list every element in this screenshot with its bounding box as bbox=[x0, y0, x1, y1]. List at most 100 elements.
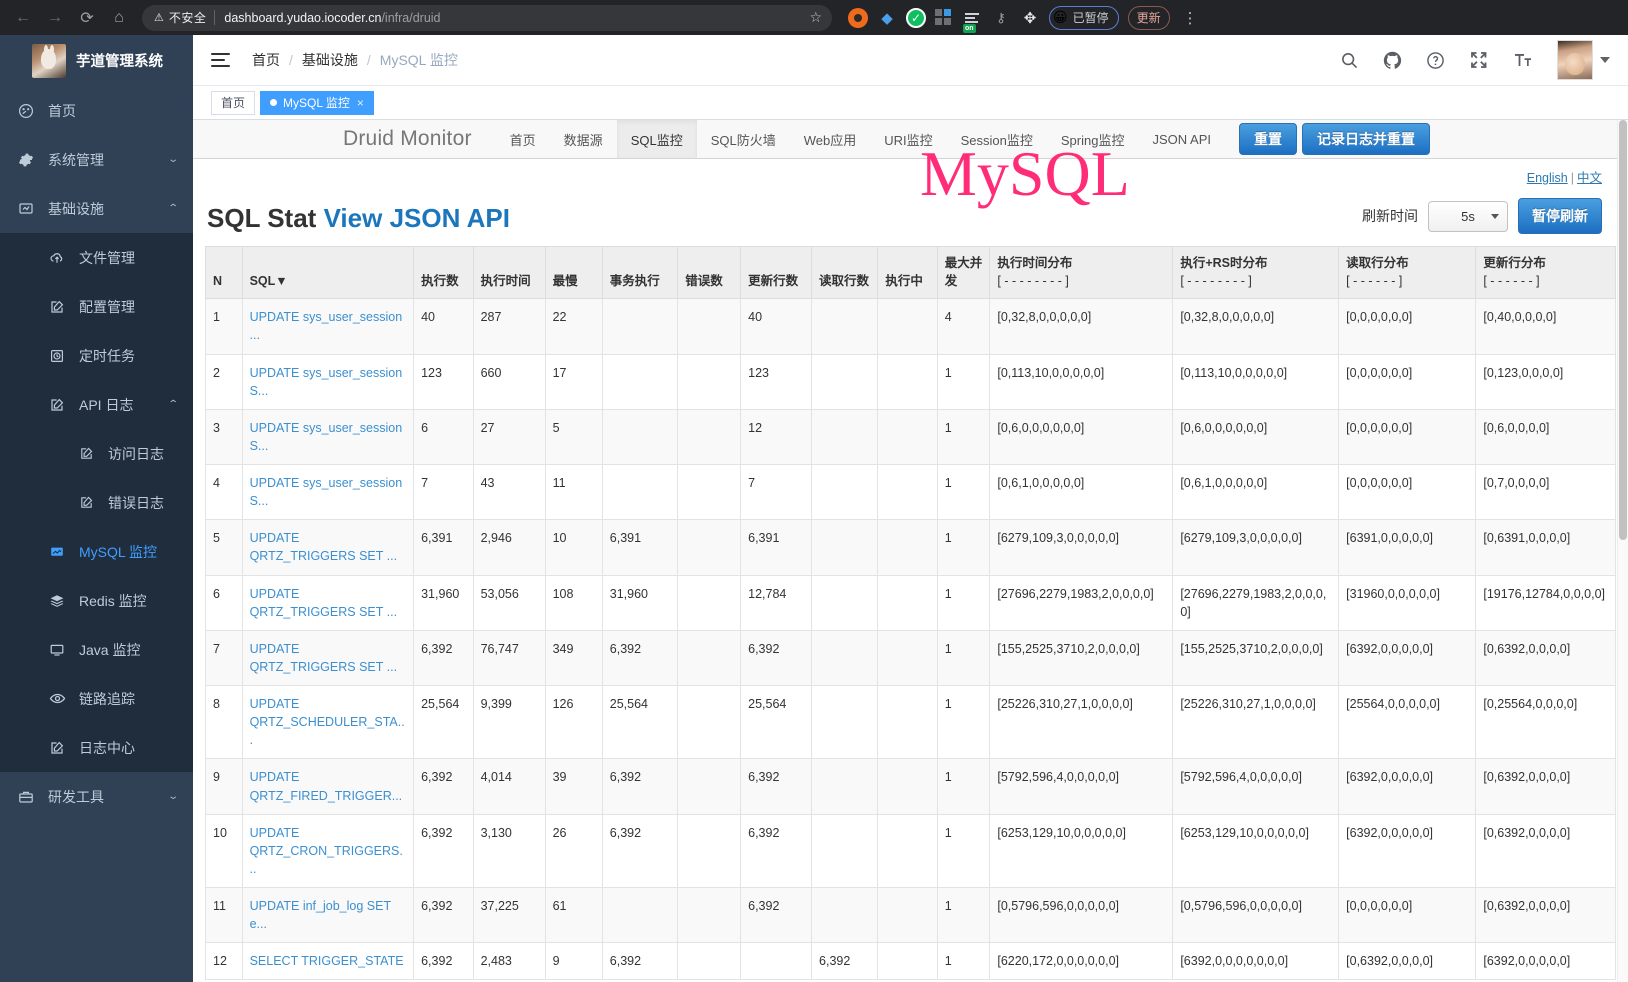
help-circle-icon[interactable] bbox=[1426, 51, 1445, 70]
druid-nav-sql-firewall[interactable]: SQL防火墙 bbox=[710, 132, 776, 148]
sql-link[interactable]: UPDATE sys_user_session S... bbox=[249, 365, 403, 398]
sidebar-logo[interactable]: 芋道管理系统 bbox=[0, 35, 193, 86]
sidebar-item-home[interactable]: 首页 bbox=[0, 86, 193, 135]
sql-link[interactable]: UPDATE QRTZ_TRIGGERS SET ... bbox=[249, 531, 398, 564]
cell-sql[interactable]: UPDATE sys_user_session ... bbox=[241, 298, 415, 355]
sidebar-item-devtools[interactable]: 研发工具 ⌄ bbox=[0, 772, 193, 821]
sidebar-item-api-log[interactable]: API 日志 ⌃ bbox=[0, 380, 193, 429]
green-check-extension-icon[interactable]: ✓ bbox=[906, 7, 926, 28]
squares-extension-icon[interactable] bbox=[935, 8, 953, 27]
sidebar-item-error-log[interactable]: 错误日志 bbox=[0, 478, 193, 527]
pause-refresh-button[interactable]: 暂停刷新 bbox=[1518, 198, 1602, 234]
col-header-exec-count[interactable]: 执行数 bbox=[413, 245, 474, 300]
sql-link[interactable]: UPDATE QRTZ_FIRED_TRIGGER... bbox=[249, 770, 403, 803]
col-header-tx-exec[interactable]: 事务执行 bbox=[601, 245, 679, 300]
reload-icon[interactable]: ⟳ bbox=[80, 9, 94, 27]
tag-home[interactable]: 首页 bbox=[211, 90, 256, 115]
refresh-interval-select[interactable]: 5s bbox=[1428, 200, 1508, 232]
font-size-icon[interactable] bbox=[1513, 50, 1533, 70]
paused-profile-chip[interactable]: 😀 已暂停 bbox=[1049, 5, 1119, 30]
reset-button[interactable]: 重置 bbox=[1238, 123, 1297, 155]
forward-icon[interactable]: → bbox=[47, 8, 63, 26]
cell-sql[interactable]: UPDATE inf_job_log SET e... bbox=[241, 886, 415, 944]
sidebar-item-mysql-monitor[interactable]: MySQL 监控 bbox=[0, 527, 193, 576]
col-header-update-rows-dist[interactable]: 更新行分布 [ - - - - - - ] bbox=[1475, 245, 1616, 300]
col-header-error-count[interactable]: 错误数 bbox=[677, 245, 742, 300]
sidebar-item-java-monitor[interactable]: Java 监控 bbox=[0, 625, 193, 674]
lang-chinese-link[interactable]: 中文 bbox=[1576, 171, 1602, 185]
home-icon[interactable]: ⌂ bbox=[114, 8, 124, 26]
sidebar-item-log-center[interactable]: 日志中心 bbox=[0, 723, 193, 772]
cell-sql[interactable]: SELECT TRIGGER_STATE bbox=[241, 942, 415, 981]
puzzle-extensions-icon[interactable]: ✥ bbox=[1023, 9, 1037, 27]
address-bar[interactable]: ⚠ 不安全 dashboard.yudao.iocoder.cn/infra/d… bbox=[142, 4, 832, 31]
close-icon[interactable]: × bbox=[356, 95, 364, 110]
cell-sql[interactable]: UPDATE QRTZ_FIRED_TRIGGER... bbox=[241, 758, 415, 815]
druid-nav-home[interactable]: 首页 bbox=[509, 132, 536, 148]
cell-sql[interactable]: UPDATE QRTZ_TRIGGERS SET ... bbox=[241, 629, 415, 687]
druid-nav-spring-monitor[interactable]: Spring监控 bbox=[1060, 132, 1125, 148]
col-header-max-concurrent[interactable]: 最大并发 bbox=[936, 245, 991, 300]
breadcrumb-item[interactable]: 基础设施 bbox=[301, 52, 358, 68]
key-extension-icon[interactable]: ⚷ bbox=[996, 9, 1006, 25]
tag-mysql-monitor[interactable]: MySQL 监控 × bbox=[260, 90, 374, 115]
cell-sql[interactable]: UPDATE sys_user_session S... bbox=[241, 463, 415, 521]
cell-sql[interactable]: UPDATE QRTZ_TRIGGERS SET ... bbox=[241, 574, 415, 631]
fullscreen-icon[interactable] bbox=[1469, 50, 1489, 70]
druid-nav-sql-monitor[interactable]: SQL监控 bbox=[616, 120, 697, 158]
update-button[interactable]: 更新 bbox=[1127, 5, 1170, 30]
sql-link[interactable]: UPDATE sys_user_session S... bbox=[249, 476, 403, 509]
sql-link[interactable]: SELECT TRIGGER_STATE bbox=[249, 954, 404, 969]
bookmark-star-icon[interactable]: ☆ bbox=[809, 9, 822, 25]
sql-link[interactable]: UPDATE QRTZ_CRON_TRIGGERS... bbox=[249, 825, 403, 876]
hamburger-icon[interactable] bbox=[211, 53, 230, 67]
col-header-exec-rs-dist[interactable]: 执行+RS时分布 [ - - - - - - - - ] bbox=[1172, 245, 1340, 300]
search-icon[interactable] bbox=[1340, 51, 1359, 70]
col-header-read-rows-dist[interactable]: 读取行分布 [ - - - - - - ] bbox=[1338, 245, 1477, 300]
sql-link[interactable]: UPDATE QRTZ_SCHEDULER_STA... bbox=[249, 697, 405, 748]
view-json-api-link[interactable]: View JSON API bbox=[323, 203, 510, 233]
col-header-n[interactable]: N bbox=[205, 245, 243, 300]
lang-english-link[interactable]: English bbox=[1526, 171, 1568, 185]
sql-link[interactable]: UPDATE sys_user_session ... bbox=[249, 310, 403, 343]
sidebar-item-system[interactable]: 系统管理 ⌄ bbox=[0, 135, 193, 184]
cell-sql[interactable]: UPDATE QRTZ_SCHEDULER_STA... bbox=[241, 684, 415, 760]
sidebar-item-infrastructure[interactable]: 基础设施 ⌃ bbox=[0, 184, 193, 233]
col-header-slowest[interactable]: 最慢 bbox=[544, 245, 603, 300]
sql-link[interactable]: UPDATE sys_user_session S... bbox=[249, 420, 403, 453]
scrollbar-thumb[interactable] bbox=[1619, 120, 1627, 540]
druid-nav-json-api[interactable]: JSON API bbox=[1152, 131, 1211, 147]
log-and-reset-button[interactable]: 记录日志并重置 bbox=[1301, 123, 1430, 155]
sql-link[interactable]: UPDATE QRTZ_TRIGGERS SET ... bbox=[249, 641, 398, 674]
col-header-update-rows[interactable]: 更新行数 bbox=[740, 245, 813, 300]
druid-brand[interactable]: Druid Monitor bbox=[343, 127, 472, 150]
sql-link[interactable]: UPDATE inf_job_log SET e... bbox=[249, 899, 391, 932]
avatar[interactable] bbox=[1557, 40, 1610, 80]
sidebar-item-file-management[interactable]: 文件管理 bbox=[0, 233, 193, 282]
col-header-exec-time[interactable]: 执行时间 bbox=[472, 245, 546, 300]
cell-sql[interactable]: UPDATE QRTZ_TRIGGERS SET ... bbox=[241, 519, 415, 576]
cell-sql[interactable]: UPDATE QRTZ_CRON_TRIGGERS... bbox=[241, 813, 415, 889]
back-icon[interactable]: ← bbox=[15, 8, 31, 26]
col-header-exec-time-dist[interactable]: 执行时间分布 [ - - - - - - - - ] bbox=[989, 245, 1174, 300]
list-on-extension-icon[interactable]: on bbox=[962, 8, 982, 33]
orange-circle-extension-icon[interactable] bbox=[848, 7, 868, 28]
breadcrumb-item[interactable]: 首页 bbox=[252, 52, 280, 68]
druid-nav-datasource[interactable]: 数据源 bbox=[563, 132, 603, 148]
sql-link[interactable]: UPDATE QRTZ_TRIGGERS SET ... bbox=[249, 586, 398, 619]
sidebar-item-access-log[interactable]: 访问日志 bbox=[0, 429, 193, 478]
chevron-down-icon[interactable] bbox=[1600, 57, 1610, 63]
sidebar-item-config-management[interactable]: 配置管理 bbox=[0, 282, 193, 331]
cell-sql[interactable]: UPDATE sys_user_session S... bbox=[241, 353, 415, 410]
druid-nav-session-monitor[interactable]: Session监控 bbox=[960, 132, 1033, 148]
blue-gem-extension-icon[interactable]: ◆ bbox=[881, 9, 893, 27]
col-header-sql[interactable]: SQL▼ bbox=[241, 245, 415, 300]
github-icon[interactable] bbox=[1383, 51, 1402, 70]
druid-nav-uri-monitor[interactable]: URI监控 bbox=[884, 132, 933, 148]
sidebar-item-scheduled-tasks[interactable]: 定时任务 bbox=[0, 331, 193, 380]
sidebar-item-redis-monitor[interactable]: Redis 监控 bbox=[0, 576, 193, 625]
browser-menu-icon[interactable]: ⋮ bbox=[1182, 9, 1198, 27]
sidebar-item-trace[interactable]: 链路追踪 bbox=[0, 674, 193, 723]
druid-nav-web-app[interactable]: Web应用 bbox=[803, 132, 857, 148]
cell-sql[interactable]: UPDATE sys_user_session S... bbox=[241, 408, 415, 466]
